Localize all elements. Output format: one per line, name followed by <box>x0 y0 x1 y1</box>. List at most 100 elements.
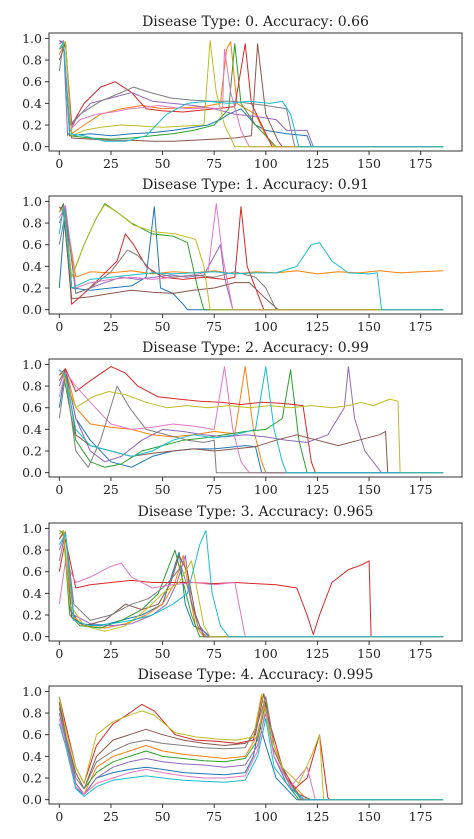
series-line-7 <box>58 374 444 474</box>
x-tick-label: 25 <box>103 319 119 334</box>
x-tick-label: 150 <box>357 809 381 824</box>
panel-3: Disease Type: 3. Accuracy: 0.965 0 25 50 75 1… <box>22 504 463 661</box>
x-tick-label: 75 <box>206 319 222 334</box>
y-tick-label: 0.4 <box>22 259 42 274</box>
y-tick-label: 1.0 <box>22 31 42 46</box>
series-line-6 <box>58 203 444 311</box>
series-line-9 <box>58 530 444 638</box>
series-line-5 <box>58 206 444 311</box>
x-tick-label: 100 <box>254 482 278 497</box>
series-line-8 <box>58 693 444 801</box>
series-line-2 <box>58 701 444 801</box>
x-tick-label: 100 <box>254 319 278 334</box>
series-line-7 <box>58 42 444 148</box>
series-line-0 <box>58 206 444 311</box>
x-tick-label: 0 <box>55 809 63 824</box>
series-line-6 <box>58 40 444 148</box>
series-line-7 <box>58 532 444 638</box>
panel-0: Disease Type: 0. Accuracy: 0.66 0 25 50 75 10… <box>22 14 463 171</box>
series-line-1 <box>58 531 444 638</box>
series-line-1 <box>58 366 444 474</box>
panel-2: Disease Type: 2. Accuracy: 0.99 0 25 50 75 10… <box>22 340 463 497</box>
series-line-9 <box>58 41 444 148</box>
y-tick-label: 0.2 <box>22 281 42 296</box>
y-tick-label: 0.0 <box>22 302 42 317</box>
y-tick-label: 0.2 <box>22 118 42 133</box>
x-tick-label: 50 <box>155 482 171 497</box>
y-tick-label: 0.4 <box>22 96 42 111</box>
y-tick-label: 0.2 <box>22 771 42 786</box>
y-tick-label: 0.8 <box>22 543 42 558</box>
panel-title: Disease Type: 1. Accuracy: 0.91 <box>142 177 369 193</box>
x-tick-label: 25 <box>103 482 119 497</box>
y-tick-label: 0.8 <box>22 216 42 231</box>
series-line-3 <box>58 204 444 311</box>
series-group <box>58 203 444 311</box>
x-tick-label: 0 <box>55 156 63 171</box>
x-tick-label: 175 <box>409 809 433 824</box>
series-line-2 <box>58 203 444 311</box>
series-line-1 <box>58 41 444 148</box>
y-tick-label: 0.6 <box>22 564 42 579</box>
y-tick-label: 1.0 <box>22 684 42 699</box>
x-tick-label: 150 <box>357 482 381 497</box>
series-group <box>58 366 444 474</box>
y-tick-label: 0.6 <box>22 400 42 415</box>
series-line-6 <box>58 366 444 474</box>
series-line-1 <box>58 206 444 278</box>
x-tick-label: 25 <box>103 809 119 824</box>
x-tick-label: 50 <box>155 319 171 334</box>
axes-frame <box>48 195 463 315</box>
series-line-0 <box>58 40 444 148</box>
series-line-8 <box>58 204 444 311</box>
axes-frame <box>48 358 463 478</box>
series-line-1 <box>58 696 444 801</box>
series-line-0 <box>58 696 444 801</box>
x-tick-label: 75 <box>206 482 222 497</box>
series-line-3 <box>58 696 444 801</box>
series-line-7 <box>58 696 444 801</box>
x-tick-label: 0 <box>55 482 63 497</box>
y-tick-label: 0.8 <box>22 706 42 721</box>
panel-title: Disease Type: 0. Accuracy: 0.66 <box>142 14 369 30</box>
series-line-3 <box>58 366 444 474</box>
x-tick-label: 100 <box>254 646 278 661</box>
series-line-4 <box>58 206 444 311</box>
x-tick-label: 100 <box>254 809 278 824</box>
axes-frame <box>48 685 463 805</box>
y-tick-label: 0.2 <box>22 444 42 459</box>
series-line-8 <box>58 40 444 148</box>
series-line-4 <box>58 366 444 474</box>
x-tick-label: 100 <box>254 156 278 171</box>
y-tick-label: 0.0 <box>22 139 42 154</box>
series-line-9 <box>58 205 444 311</box>
x-tick-label: 50 <box>155 809 171 824</box>
x-tick-label: 125 <box>306 156 330 171</box>
x-tick-label: 125 <box>306 319 330 334</box>
x-tick-label: 0 <box>55 319 63 334</box>
x-tick-label: 75 <box>206 156 222 171</box>
series-line-8 <box>58 369 444 474</box>
y-tick-label: 0.6 <box>22 237 42 252</box>
series-group <box>58 40 444 148</box>
series-line-5 <box>58 693 444 801</box>
axes-frame <box>48 522 463 642</box>
y-tick-label: 0.8 <box>22 379 42 394</box>
y-tick-label: 0.4 <box>22 422 42 437</box>
series-group <box>58 693 444 801</box>
x-tick-label: 75 <box>206 809 222 824</box>
series-line-5 <box>58 369 444 474</box>
y-tick-label: 0.0 <box>22 629 42 644</box>
series-line-9 <box>58 718 444 801</box>
y-tick-label: 0.8 <box>22 53 42 68</box>
series-line-0 <box>58 369 444 474</box>
x-tick-label: 25 <box>103 156 119 171</box>
series-line-2 <box>58 40 444 148</box>
x-tick-label: 150 <box>357 156 381 171</box>
x-tick-label: 175 <box>409 482 433 497</box>
y-tick-label: 0.4 <box>22 586 42 601</box>
y-tick-label: 0.0 <box>22 465 42 480</box>
x-tick-label: 50 <box>155 646 171 661</box>
y-tick-label: 1.0 <box>22 194 42 209</box>
panel-1: Disease Type: 1. Accuracy: 0.91 0 25 50 75 10… <box>22 177 463 334</box>
